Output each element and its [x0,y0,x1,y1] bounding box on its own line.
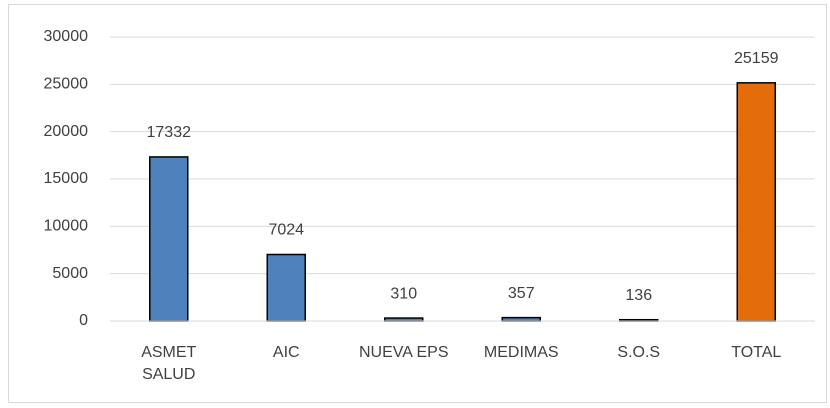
y-tick-label: 20000 [44,123,89,140]
chart-border [8,4,827,403]
data-label: 310 [390,285,417,302]
data-label: 357 [508,285,535,302]
x-tick-label: NUEVA EPS [358,344,449,361]
y-tick-label: 15000 [44,170,89,187]
x-tick-label: TOTAL [731,344,782,361]
bar [501,316,541,322]
x-tick-label: MEDIMAS [483,344,559,361]
bar [149,156,189,322]
x-tick-label: AIC [272,344,300,361]
y-tick-label: 0 [79,312,88,329]
data-label: 7024 [268,222,304,239]
data-label: 25159 [734,50,779,67]
y-tick-label: 25000 [44,76,89,93]
y-tick-label: 30000 [44,28,89,45]
data-label: 136 [625,287,652,304]
bar [266,253,306,322]
y-tick-label: 5000 [52,265,88,282]
x-tick-label: S.O.S [617,344,661,361]
x-tick-label: ASMET SALUD [141,344,197,383]
bar [736,82,776,322]
y-tick-label: 10000 [44,218,89,235]
data-label: 17332 [147,124,192,141]
